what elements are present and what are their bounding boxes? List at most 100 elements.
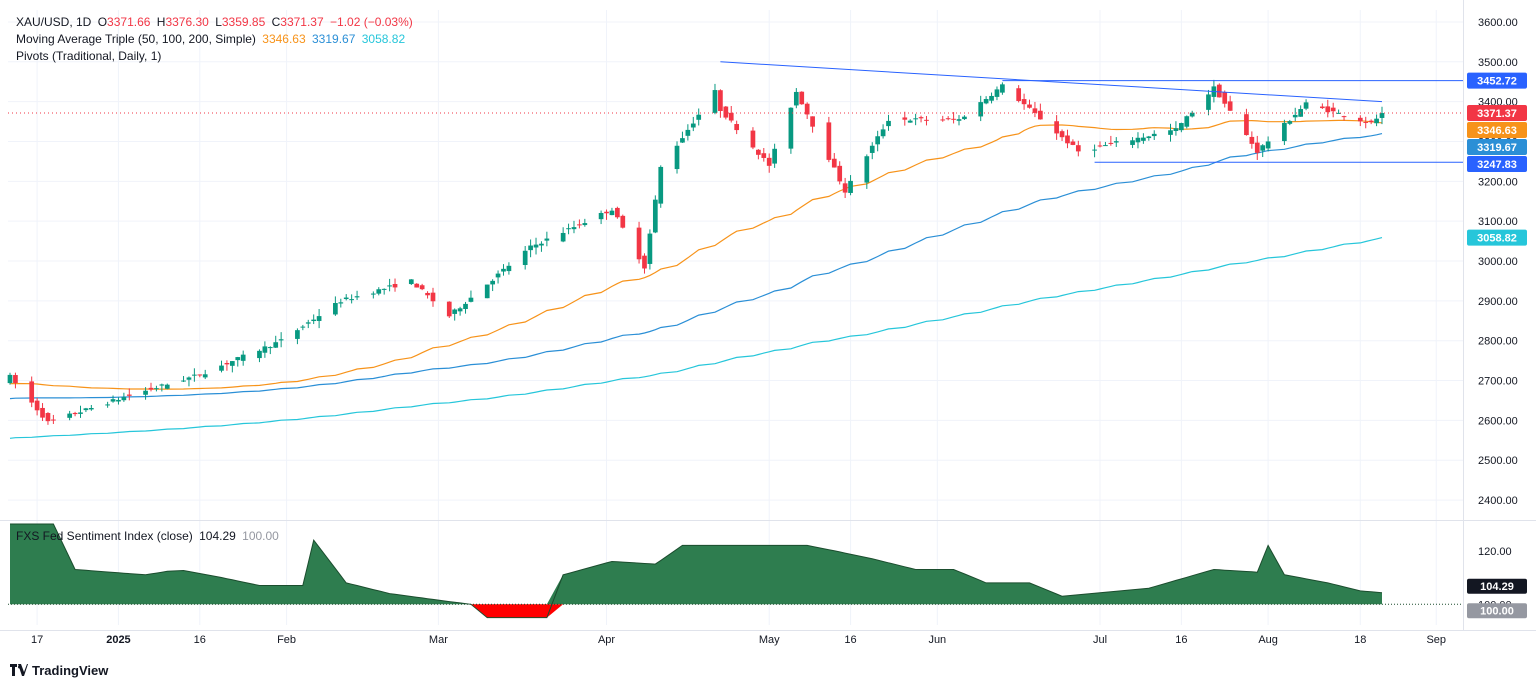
candle-body <box>793 91 799 106</box>
candle-body <box>1097 145 1103 147</box>
price-label-box <box>1467 105 1527 122</box>
candle-body <box>29 381 35 403</box>
candle-body <box>78 412 83 414</box>
price-label: 3346.63 <box>1477 125 1517 137</box>
candle-body <box>457 308 463 312</box>
candle-body <box>1330 107 1336 112</box>
candle-body <box>615 207 620 218</box>
candle-body <box>1151 133 1157 137</box>
candle-body <box>1336 112 1341 114</box>
candle-body <box>370 293 376 295</box>
candle-body <box>696 114 702 120</box>
grid-lines <box>8 10 1463 625</box>
sentiment-area-positive <box>10 524 1382 605</box>
ma-100-line <box>9 133 1383 400</box>
candle-body <box>419 285 425 290</box>
candle-body <box>1357 117 1363 122</box>
ma-title: Moving Average Triple (50, 100, 200, Sim… <box>16 32 256 46</box>
low-value: 3359.85 <box>221 15 266 29</box>
candle-body <box>506 265 512 272</box>
candle-body <box>430 292 436 302</box>
x-tick-label: 16 <box>844 634 856 646</box>
x-tick-label: May <box>759 634 780 646</box>
candle-body <box>1189 112 1195 117</box>
candle-body <box>126 394 132 396</box>
candle-body <box>1021 99 1027 105</box>
symbol-title: XAU/USD, 1D <box>16 15 92 29</box>
sentiment-value: 104.29 <box>199 529 236 543</box>
candle-body <box>446 301 452 317</box>
candle-body <box>1379 113 1385 118</box>
candle-body <box>734 124 740 131</box>
candle-body <box>680 138 685 143</box>
ma-200-line <box>9 237 1383 439</box>
candle-body <box>387 285 392 287</box>
candle-body <box>1038 110 1043 120</box>
candle-body <box>1363 121 1369 123</box>
candle-body <box>110 399 116 402</box>
close-value: 3371.37 <box>280 15 324 29</box>
candle-body <box>484 284 490 299</box>
candle-body <box>652 199 658 233</box>
candle-body <box>728 112 734 121</box>
candle-body <box>349 299 354 301</box>
candle-body <box>186 377 192 380</box>
candle-body <box>1227 101 1233 111</box>
price-label: 3247.83 <box>1477 159 1517 171</box>
candle-body <box>831 158 837 168</box>
candle-body <box>544 238 550 241</box>
candle-body <box>34 400 40 411</box>
candle-body <box>924 119 929 121</box>
candle-body <box>956 119 962 121</box>
x-tick-label: 2025 <box>106 634 130 646</box>
y-tick-label: 2700.00 <box>1478 376 1518 388</box>
candle-body <box>756 149 761 155</box>
candle-body <box>577 224 582 226</box>
candle-body <box>718 90 723 111</box>
candle-body <box>1282 122 1287 142</box>
x-tick-label: Apr <box>598 634 615 646</box>
candle-body <box>40 407 45 418</box>
candle-body <box>940 119 946 121</box>
candle-body <box>343 297 349 300</box>
candle-body <box>804 103 810 115</box>
candle-body <box>761 153 767 158</box>
trendline <box>720 61 1383 103</box>
candle-body <box>495 273 501 278</box>
candle-body <box>842 183 848 193</box>
candle-body <box>278 339 284 341</box>
candle-body <box>1146 136 1152 139</box>
candle-body <box>202 374 208 378</box>
price-label-box <box>1467 229 1527 246</box>
candle-body <box>240 354 246 361</box>
y-tick-label: 3500.00 <box>1478 57 1518 69</box>
candle-body <box>962 116 967 120</box>
y-tick-label: 2900.00 <box>1478 296 1518 308</box>
candle-body <box>468 297 474 302</box>
candle-body <box>1206 94 1211 110</box>
sub-y-tick-label: 120.00 <box>1478 546 1512 558</box>
candle-body <box>164 384 170 389</box>
symbol-legend: XAU/USD, 1D O3371.66 H3376.30 L3359.85 C… <box>16 14 416 30</box>
candle-body <box>1325 106 1331 113</box>
open-value: 3371.66 <box>107 15 151 29</box>
candle-body <box>105 404 110 406</box>
tradingview-logo[interactable]: TradingView <box>10 663 108 679</box>
price-label: 3452.72 <box>1477 76 1517 88</box>
candle-body <box>1092 149 1097 151</box>
candle-body <box>392 283 398 288</box>
candle-body <box>826 122 832 160</box>
candle-body <box>143 390 148 395</box>
candle-body <box>1130 140 1135 145</box>
candle-body <box>642 255 647 269</box>
candle-body <box>566 228 571 230</box>
candle-body <box>67 413 73 418</box>
candle-body <box>772 148 777 164</box>
x-tick-label: Mar <box>429 634 448 646</box>
candle-body <box>766 157 772 166</box>
sentiment-legend: FXS Fed Sentiment Index (close) 104.29 1… <box>16 528 282 544</box>
y-tick-label: 2500.00 <box>1478 455 1518 467</box>
candle-body <box>490 280 495 285</box>
candle-body <box>7 374 13 384</box>
